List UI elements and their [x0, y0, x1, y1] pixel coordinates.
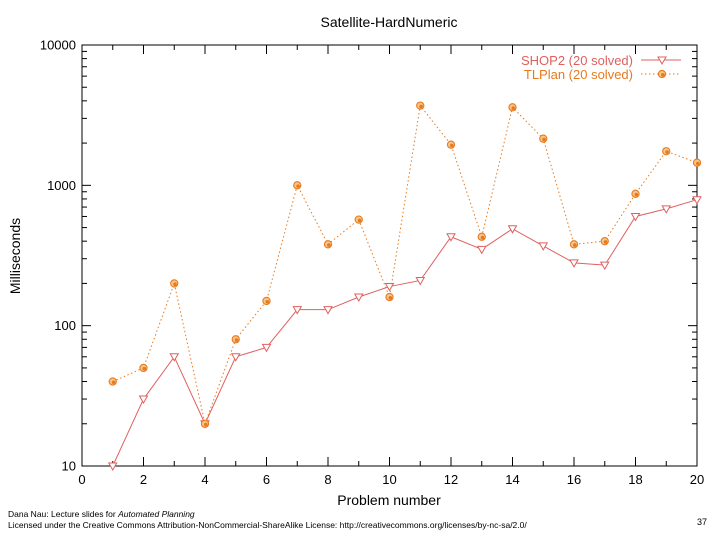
data-point [507, 225, 518, 234]
data-point [169, 353, 180, 362]
y-axis: 10 100 1000 10000 [40, 38, 697, 474]
marker-core [696, 161, 700, 166]
data-point [200, 419, 210, 428]
footer-license: Licensed under the Creative Commons Attr… [8, 520, 527, 530]
x-tick-label: 4 [201, 472, 208, 487]
x-tick-label: 10 [382, 472, 396, 487]
x-tick-label: 6 [263, 472, 270, 487]
data-point [385, 292, 394, 302]
x-tick-label: 20 [690, 472, 704, 487]
data-point [477, 232, 486, 241]
x-tick-label: 14 [505, 472, 519, 487]
data-point [416, 101, 425, 110]
marker-core [542, 137, 546, 142]
data-point [538, 242, 549, 251]
data-point [446, 233, 456, 242]
data-point [354, 215, 363, 224]
data-point [262, 296, 271, 306]
data-point [661, 205, 672, 214]
legend-label: TLPlan (20 solved) [524, 67, 633, 82]
y-tick-label: 10 [62, 459, 76, 474]
data-point [353, 293, 364, 303]
plot-border [81, 44, 698, 467]
marker-core [450, 143, 454, 148]
data-point [662, 147, 671, 156]
data-point [107, 462, 118, 472]
data-point [446, 140, 456, 149]
marker-core [173, 282, 177, 287]
chart-title: Satellite-HardNumeric [321, 14, 458, 30]
marker-core [573, 243, 577, 247]
marker-core [142, 366, 147, 371]
data-point [323, 240, 333, 249]
marker-core [357, 218, 362, 223]
marker-core [265, 299, 270, 304]
data-point [599, 261, 610, 271]
data-point [323, 306, 333, 315]
marker-core [511, 106, 516, 110]
marker-core [480, 235, 485, 240]
marker-core [419, 104, 423, 109]
footer-credit: Dana Nau: Lecture slides for Automated P… [8, 509, 195, 520]
marker-core [388, 296, 393, 300]
data-point [630, 212, 641, 222]
x-tick-label: 0 [78, 472, 85, 487]
x-tick-label: 16 [567, 472, 581, 487]
plot-frame [81, 44, 698, 467]
data-point [569, 240, 579, 249]
y-axis-label: Milliseconds [7, 218, 23, 294]
series-shop2 [107, 196, 702, 472]
x-tick-label: 18 [628, 472, 642, 487]
x-tick-label: 2 [140, 472, 147, 487]
data-point [170, 279, 179, 288]
data-point [508, 103, 517, 112]
legend-label: SHOP2 (20 solved) [521, 53, 633, 68]
data-point [539, 134, 548, 143]
marker-core [234, 338, 239, 342]
y-tick-label: 100 [54, 318, 76, 333]
y-tick-label: 10000 [40, 38, 76, 53]
legend: SHOP2 (20 solved)TLPlan (20 solved) [521, 53, 681, 82]
series-line [112, 104, 698, 426]
x-tick-label: 8 [324, 472, 331, 487]
data-point [230, 353, 241, 362]
data-point [108, 377, 117, 386]
data-point [415, 276, 426, 286]
y-tick-label: 1000 [47, 178, 76, 193]
line-chart: Satellite-HardNumeric 10 100 1000 10000 0 2 4… [7, 14, 704, 508]
data-point [261, 343, 272, 353]
marker-core [634, 192, 639, 197]
marker-core [603, 240, 608, 244]
marker-core [296, 184, 300, 188]
marker-core [327, 243, 331, 247]
series-tlplan [108, 101, 702, 428]
data-point [292, 306, 303, 315]
data-point [600, 237, 609, 246]
marker-core [111, 380, 116, 385]
data-point [231, 335, 240, 344]
marker-core [665, 150, 669, 154]
x-axis-label: Problem number [337, 492, 441, 508]
series-line [112, 199, 698, 467]
legend-marker [657, 56, 667, 66]
page-number: 37 [696, 517, 707, 527]
data-point [476, 245, 487, 255]
data-point [138, 395, 149, 405]
data-point [293, 181, 302, 190]
x-axis: 0 2 4 6 8 10 12 14 16 18 20 [78, 45, 704, 487]
footer-credit-prefix: Dana Nau: Lecture slides for [8, 509, 119, 519]
data-point [692, 158, 702, 167]
data-point [692, 196, 702, 205]
data-point [631, 189, 640, 198]
series-layer [107, 101, 702, 472]
x-tick-label: 12 [444, 472, 458, 487]
data-point [139, 363, 148, 373]
footer-credit-title: Automated Planning [118, 509, 195, 519]
marker-core [204, 422, 208, 427]
data-point [569, 259, 579, 268]
legend-marker [657, 69, 667, 79]
marker-core [661, 73, 665, 77]
